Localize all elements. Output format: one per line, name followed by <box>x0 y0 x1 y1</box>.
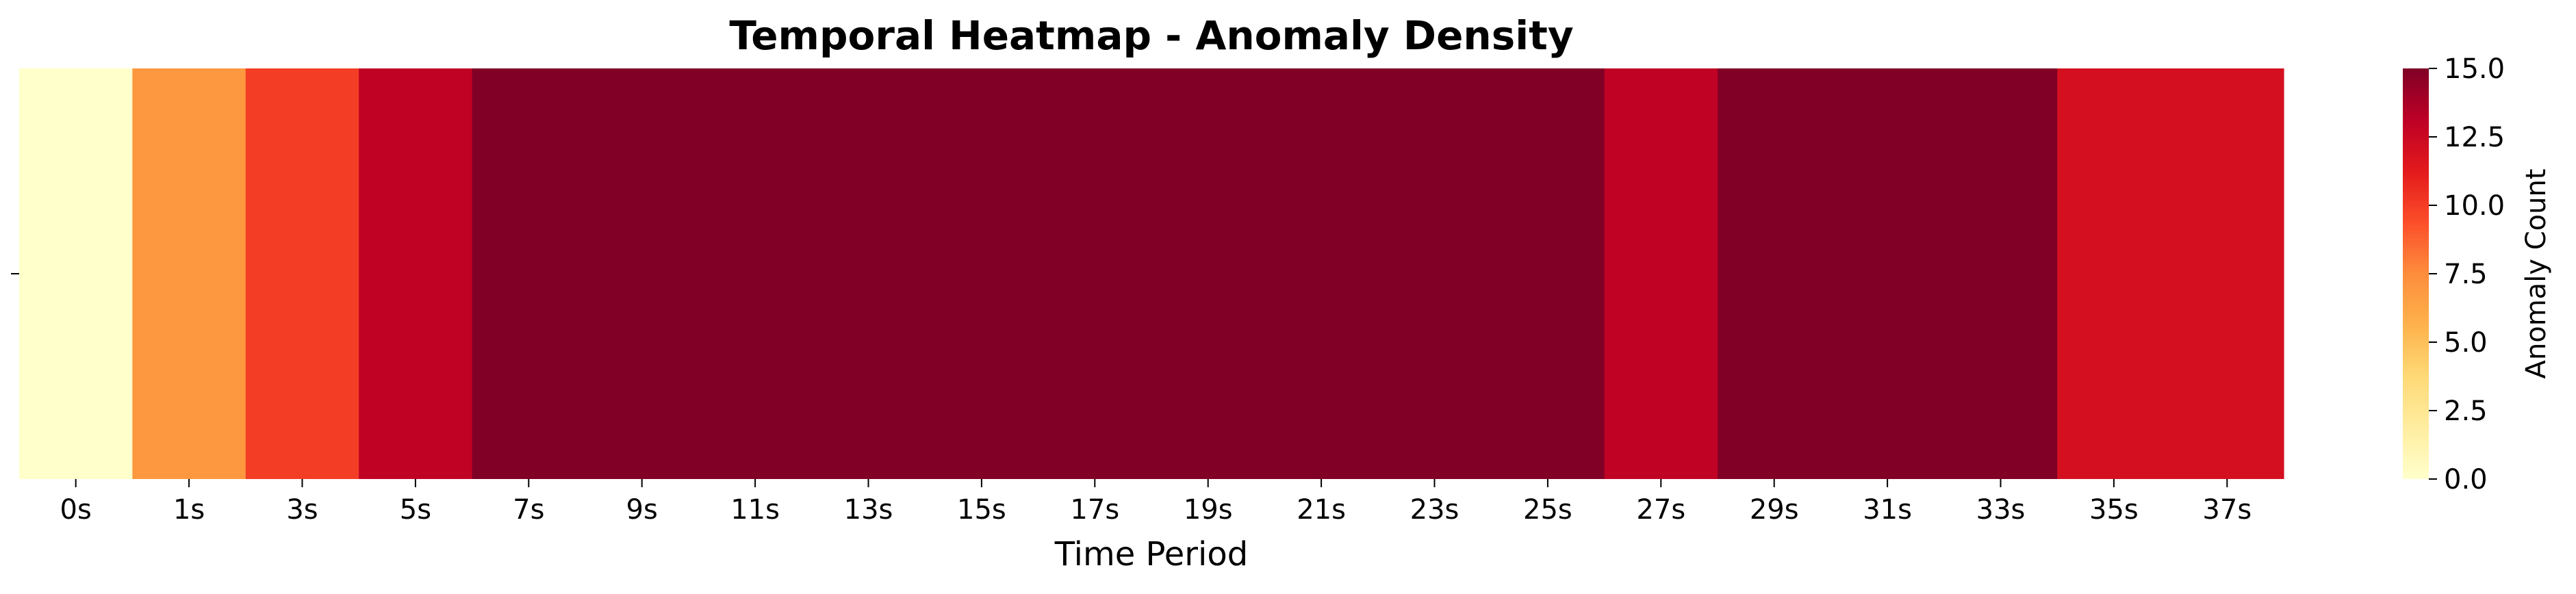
colorbar-tick-label: 0.0 <box>2444 464 2488 495</box>
colorbar <box>2403 68 2429 479</box>
x-tick-label: 5s <box>400 494 431 526</box>
x-tick-label: 17s <box>1070 494 1119 526</box>
heatmap-cell <box>2057 68 2171 479</box>
x-tick-label: 1s <box>173 494 205 526</box>
heatmap-cell <box>359 68 473 479</box>
heatmap-cell <box>472 68 586 479</box>
x-tick-label: 21s <box>1297 494 1346 526</box>
heatmap-cells <box>19 68 2284 479</box>
x-tick-label: 0s <box>60 494 92 526</box>
heatmap-cell <box>1151 68 1265 479</box>
heatmap-cell <box>245 68 359 479</box>
heatmap-cell <box>1038 68 1152 479</box>
colorbar-tick-label: 15.0 <box>2444 53 2505 85</box>
heatmap-cell <box>19 68 133 479</box>
x-tick-label: 9s <box>626 494 658 526</box>
colorbar-tick-label: 5.0 <box>2444 327 2488 359</box>
heatmap-cell <box>1943 68 2058 479</box>
x-tick-label: 3s <box>286 494 318 526</box>
heatmap-cell <box>1831 68 1945 479</box>
heatmap-cell <box>925 68 1039 479</box>
heatmap-cell <box>698 68 813 479</box>
heatmap-cell <box>1377 68 1492 479</box>
heatmap-cell <box>1604 68 1718 479</box>
x-tick-label: 31s <box>1863 494 1912 526</box>
heatmap-cell <box>1264 68 1379 479</box>
x-tick-label: 7s <box>513 494 544 526</box>
x-tick-label: 23s <box>1410 494 1459 526</box>
x-tick-label: 13s <box>844 494 893 526</box>
heatmap-cell <box>1491 68 1605 479</box>
x-tick-label: 37s <box>2202 494 2252 526</box>
chart-title: Temporal Heatmap - Anomaly Density <box>729 12 1573 59</box>
colorbar-ticks: 0.0 2.5 5.0 7.5 10.0 12.5 15.0 <box>2429 53 2505 495</box>
x-tick-label: 15s <box>957 494 1006 526</box>
x-tick-label: 25s <box>1523 494 1572 526</box>
heatmap-cell <box>132 68 246 479</box>
x-tick-label: 19s <box>1184 494 1233 526</box>
x-tick-label: 11s <box>730 494 780 526</box>
heatmap-cell <box>2170 68 2284 479</box>
colorbar-tick-label: 7.5 <box>2444 259 2488 290</box>
colorbar-tick-label: 10.0 <box>2444 190 2505 222</box>
x-tick-label: 27s <box>1636 494 1685 526</box>
heatmap-cell <box>811 68 926 479</box>
x-axis-ticks: 0s 1s 3s 5s 7s 9s 11s 13s 15s 17s 19s 21s 23s 25s 27s 2… <box>60 479 2252 526</box>
x-tick-label: 33s <box>1976 494 2026 526</box>
x-axis-label: Time Period <box>1054 535 1248 573</box>
colorbar-tick-label: 12.5 <box>2444 122 2505 153</box>
heatmap-cell <box>585 68 699 479</box>
colorbar-tick-label: 2.5 <box>2444 396 2488 427</box>
x-tick-label: 29s <box>1750 494 1799 526</box>
x-tick-label: 35s <box>2089 494 2139 526</box>
colorbar-label: Anomaly Count <box>2521 169 2552 379</box>
heatmap-cell <box>1718 68 1831 479</box>
